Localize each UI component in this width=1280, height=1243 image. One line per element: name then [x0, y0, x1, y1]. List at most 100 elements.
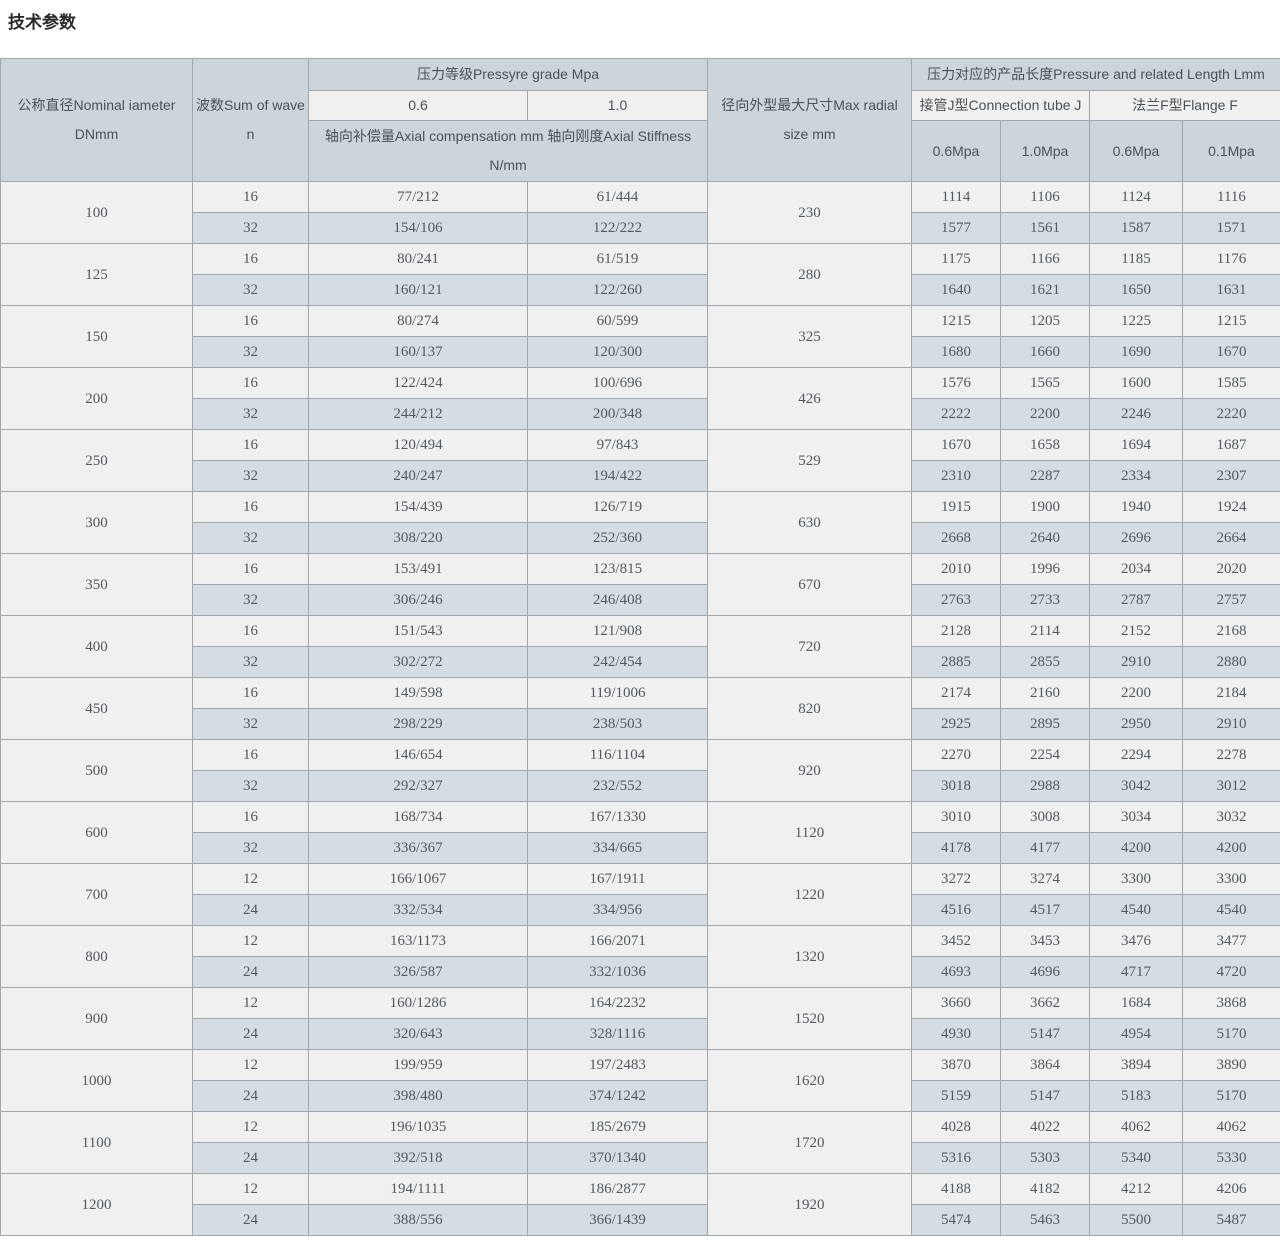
- cell-length-tube-1-0mpa: 4177: [1000, 832, 1090, 864]
- cell-length-flange-0-6mpa: 2787: [1089, 584, 1183, 616]
- cell-nominal-diameter: 600: [0, 801, 193, 864]
- table-row: 250 16 120/494 97/843 529 1670 1658 1694 1687: [0, 429, 1280, 492]
- cell-wave-count: 24: [192, 956, 309, 988]
- cell-length-tube-0-6mpa: 3010: [911, 801, 1001, 833]
- cell-length-flange-0-1mpa: 2880: [1182, 646, 1280, 678]
- header-max-radial-line1: 径向外型最大尺寸Max radial: [721, 97, 898, 113]
- cell-compensation-0-6: 244/212: [308, 398, 528, 430]
- cell-length-tube-1-0mpa: 5147: [1000, 1080, 1090, 1112]
- cell-nominal-diameter: 300: [0, 491, 193, 554]
- cell-length-flange-0-1mpa: 1116: [1182, 181, 1280, 213]
- cell-length-flange-0-6mpa: 2246: [1089, 398, 1183, 430]
- header-row-3: 轴向补偿量Axial compensation mm 轴向刚度Axial Sti…: [1, 120, 1280, 182]
- cell-nominal-diameter: 250: [0, 429, 193, 492]
- table-row: 24 392/518 370/1340 5316 5303 5340 5330: [1, 1142, 1280, 1174]
- header-tube-1-0mpa: 1.0Mpa: [1000, 120, 1090, 182]
- cell-compensation-0-6: 120/494: [308, 429, 528, 461]
- cell-compensation-1-0: 120/300: [527, 336, 708, 368]
- header-axial-note-line1: 轴向补偿量Axial compensation mm 轴向刚度Axial Sti…: [324, 128, 692, 144]
- cell-compensation-1-0: 123/815: [527, 553, 708, 585]
- cell-length-tube-1-0mpa: 1996: [1000, 553, 1090, 585]
- cell-max-radial-size: 1620: [707, 1049, 912, 1112]
- cell-length-flange-0-6mpa: 1225: [1089, 305, 1183, 337]
- cell-compensation-1-0: 246/408: [527, 584, 708, 616]
- table-body: 100 16 77/212 61/444 230 1114 1106 1124 1116 32 15…: [0, 181, 1280, 1236]
- cell-compensation-0-6: 163/1173: [308, 925, 528, 957]
- cell-length-flange-0-1mpa: 4062: [1182, 1111, 1280, 1143]
- cell-length-tube-0-6mpa: 4930: [911, 1018, 1001, 1050]
- cell-compensation-0-6: 292/327: [308, 770, 528, 802]
- cell-length-flange-0-6mpa: 5340: [1089, 1142, 1183, 1174]
- cell-length-tube-0-6mpa: 1576: [911, 367, 1001, 399]
- cell-length-tube-1-0mpa: 2114: [1000, 615, 1090, 647]
- cell-compensation-1-0: 332/1036: [527, 956, 708, 988]
- cell-length-tube-0-6mpa: 2925: [911, 708, 1001, 740]
- cell-length-flange-0-1mpa: 2757: [1182, 584, 1280, 616]
- cell-nominal-diameter: 100: [0, 181, 193, 244]
- cell-length-flange-0-1mpa: 1670: [1182, 336, 1280, 368]
- table-row: 32 160/137 120/300 1680 1660 1690 1670: [1, 336, 1280, 368]
- header-nominal-diameter-line2: DNmm: [74, 126, 119, 142]
- cell-length-tube-1-0mpa: 3864: [1000, 1049, 1090, 1081]
- cell-length-flange-0-6mpa: 2034: [1089, 553, 1183, 585]
- cell-length-tube-0-6mpa: 2885: [911, 646, 1001, 678]
- cell-compensation-1-0: 122/260: [527, 274, 708, 306]
- cell-nominal-diameter: 400: [0, 615, 193, 678]
- cell-length-flange-0-6mpa: 5183: [1089, 1080, 1183, 1112]
- cell-length-tube-1-0mpa: 4696: [1000, 956, 1090, 988]
- cell-compensation-1-0: 374/1242: [527, 1080, 708, 1112]
- cell-max-radial-size: 920: [707, 739, 912, 802]
- cell-compensation-0-6: 160/1286: [308, 987, 528, 1019]
- table-row: 24 326/587 332/1036 4693 4696 4717 4720: [1, 956, 1280, 988]
- table-row: 200 16 122/424 100/696 426 1576 1565 1600 1585: [0, 367, 1280, 430]
- cell-length-flange-0-6mpa: 3042: [1089, 770, 1183, 802]
- header-nominal-diameter-line1: 公称直径Nominal iameter: [17, 97, 176, 113]
- cell-length-tube-1-0mpa: 1205: [1000, 305, 1090, 337]
- table-row: 400 16 151/543 121/908 720 2128 2114 2152 2168: [0, 615, 1280, 678]
- cell-length-tube-1-0mpa: 2895: [1000, 708, 1090, 740]
- page-title: 技术参数: [8, 13, 76, 32]
- cell-length-tube-1-0mpa: 2287: [1000, 460, 1090, 492]
- cell-length-tube-1-0mpa: 2733: [1000, 584, 1090, 616]
- cell-wave-count: 12: [192, 925, 309, 957]
- cell-wave-count: 12: [192, 1111, 309, 1143]
- cell-length-flange-0-6mpa: 1690: [1089, 336, 1183, 368]
- cell-length-tube-0-6mpa: 2310: [911, 460, 1001, 492]
- cell-length-tube-0-6mpa: 1577: [911, 212, 1001, 244]
- cell-length-flange-0-6mpa: 1694: [1089, 429, 1183, 461]
- cell-wave-count: 32: [192, 212, 309, 244]
- cell-length-tube-1-0mpa: 5463: [1000, 1204, 1090, 1236]
- cell-length-tube-0-6mpa: 2668: [911, 522, 1001, 554]
- header-wave-count-line2: n: [246, 126, 255, 142]
- cell-length-tube-0-6mpa: 2222: [911, 398, 1001, 430]
- cell-length-tube-0-6mpa: 1680: [911, 336, 1001, 368]
- cell-length-tube-0-6mpa: 4178: [911, 832, 1001, 864]
- table-row: 32 336/367 334/665 4178 4177 4200 4200: [1, 832, 1280, 864]
- cell-compensation-1-0: 116/1104: [527, 739, 708, 771]
- header-grade-1-0: 1.0: [527, 90, 708, 121]
- cell-length-flange-0-1mpa: 5170: [1182, 1018, 1280, 1050]
- header-connection-tube: 接管J型Connection tube J: [911, 90, 1090, 121]
- cell-wave-count: 16: [192, 305, 309, 337]
- cell-compensation-1-0: 164/2232: [527, 987, 708, 1019]
- cell-length-flange-0-1mpa: 3012: [1182, 770, 1280, 802]
- table-row: 24 398/480 374/1242 5159 5147 5183 5170: [1, 1080, 1280, 1112]
- cell-compensation-0-6: 306/246: [308, 584, 528, 616]
- header-axial-note-line2: N/mm: [489, 157, 527, 173]
- cell-max-radial-size: 1520: [707, 987, 912, 1050]
- cell-length-tube-1-0mpa: 4517: [1000, 894, 1090, 926]
- cell-length-flange-0-1mpa: 1631: [1182, 274, 1280, 306]
- cell-length-tube-1-0mpa: 1106: [1000, 181, 1090, 213]
- cell-compensation-1-0: 252/360: [527, 522, 708, 554]
- table-row: 900 12 160/1286 164/2232 1520 3660 3662 1684 386…: [0, 987, 1280, 1050]
- cell-length-tube-1-0mpa: 1900: [1000, 491, 1090, 523]
- cell-length-tube-1-0mpa: 2640: [1000, 522, 1090, 554]
- cell-length-tube-0-6mpa: 5159: [911, 1080, 1001, 1112]
- cell-length-flange-0-1mpa: 4720: [1182, 956, 1280, 988]
- cell-wave-count: 32: [192, 274, 309, 306]
- cell-length-tube-1-0mpa: 2988: [1000, 770, 1090, 802]
- cell-length-tube-1-0mpa: 1561: [1000, 212, 1090, 244]
- cell-compensation-0-6: 332/534: [308, 894, 528, 926]
- cell-wave-count: 24: [192, 1018, 309, 1050]
- cell-max-radial-size: 1220: [707, 863, 912, 926]
